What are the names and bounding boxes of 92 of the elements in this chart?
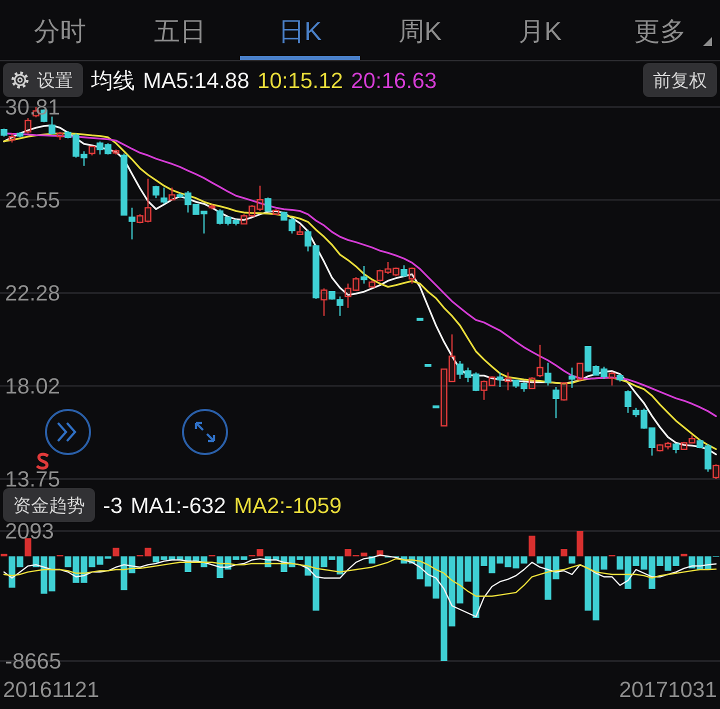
candlestick (504, 372, 512, 391)
candlestick (0, 128, 8, 138)
candlestick (88, 145, 96, 156)
candlestick (368, 280, 376, 288)
bar (680, 554, 688, 556)
candlestick (360, 265, 368, 284)
candlestick (24, 117, 32, 134)
text: 20161121 (3, 677, 100, 702)
candlestick (496, 372, 504, 388)
line-series (3, 554, 717, 618)
bar (568, 556, 576, 564)
candlestick (168, 187, 176, 202)
category-label: 日K (278, 16, 322, 46)
candlestick (624, 390, 632, 414)
candlestick (688, 434, 696, 444)
candlestick (448, 334, 456, 383)
category-label: 月K (518, 16, 562, 46)
candlestick (528, 376, 536, 390)
candlestick (672, 442, 680, 454)
y-tick-label: -8665 (5, 648, 62, 674)
candlestick (408, 266, 416, 284)
y-tick-label: 18.02 (5, 374, 60, 399)
candlestick (400, 264, 408, 278)
text: MA5:14.88 (143, 68, 250, 93)
candlestick (152, 185, 160, 199)
text: MA1:-632 (130, 493, 226, 518)
text: 设置 (37, 70, 73, 90)
bar (576, 531, 584, 556)
text: 10:15.12 (257, 68, 344, 93)
candlestick (248, 204, 256, 218)
text: 前复权 (653, 70, 707, 90)
candlestick (240, 214, 248, 226)
text: 20171031 (619, 677, 717, 702)
bar (560, 549, 568, 556)
candlestick (144, 178, 152, 223)
candlestick (352, 276, 360, 292)
candlestick (432, 405, 440, 408)
candlestick (344, 282, 352, 308)
bar (0, 554, 8, 556)
candlestick (488, 376, 496, 387)
candlestick (424, 364, 432, 367)
candlestick (552, 386, 560, 419)
y-tick-label: 30.81 (5, 94, 60, 120)
text: 20:16.63 (351, 68, 437, 93)
candlestick (136, 214, 144, 224)
y-tick-label: 2093 (5, 518, 54, 544)
candlestick (384, 261, 392, 275)
category-label: 分时 (34, 16, 86, 46)
legend-title: 均线 (90, 68, 135, 93)
candlestick (616, 373, 624, 382)
candlestick (8, 132, 16, 144)
candlestick (544, 362, 552, 386)
candlestick (560, 382, 568, 402)
chart-title: 资金趋势 (13, 496, 85, 516)
candlestick (272, 208, 280, 216)
candlestick (664, 441, 672, 450)
candlestick (120, 152, 128, 216)
candlestick (112, 148, 120, 156)
category-label: 更多 (634, 16, 686, 46)
candlestick (568, 366, 576, 389)
y-tick-label: 26.55 (5, 188, 60, 213)
candlestick (16, 131, 24, 138)
candlestick (656, 443, 664, 452)
candlestick (536, 344, 544, 378)
candlestick (264, 196, 272, 212)
candlestick (392, 266, 400, 277)
line-series (3, 558, 717, 597)
candlestick (608, 371, 616, 386)
candlestick (256, 185, 264, 212)
candlestick (480, 380, 488, 400)
candlestick (680, 441, 688, 451)
y-tick-label: 22.28 (5, 280, 60, 306)
y-tick-label: 13.75 (5, 466, 60, 492)
text: MA2:-1059 (234, 493, 342, 518)
candlestick (320, 288, 328, 317)
candlestick (208, 204, 216, 210)
candlestick (160, 187, 168, 204)
candlestick (440, 368, 448, 426)
category-label: 周K (398, 16, 442, 46)
candlestick (576, 362, 584, 382)
candlestick (376, 269, 384, 282)
candlestick (56, 131, 64, 141)
candlestick (416, 318, 424, 321)
bar (112, 548, 120, 556)
candlestick (128, 207, 136, 240)
text: -3 (103, 493, 123, 518)
candlestick (48, 116, 56, 136)
bar (24, 538, 32, 556)
bar (528, 536, 536, 556)
category-label: 五日 (154, 16, 206, 46)
candlestick (296, 224, 304, 235)
candlestick (712, 464, 720, 480)
